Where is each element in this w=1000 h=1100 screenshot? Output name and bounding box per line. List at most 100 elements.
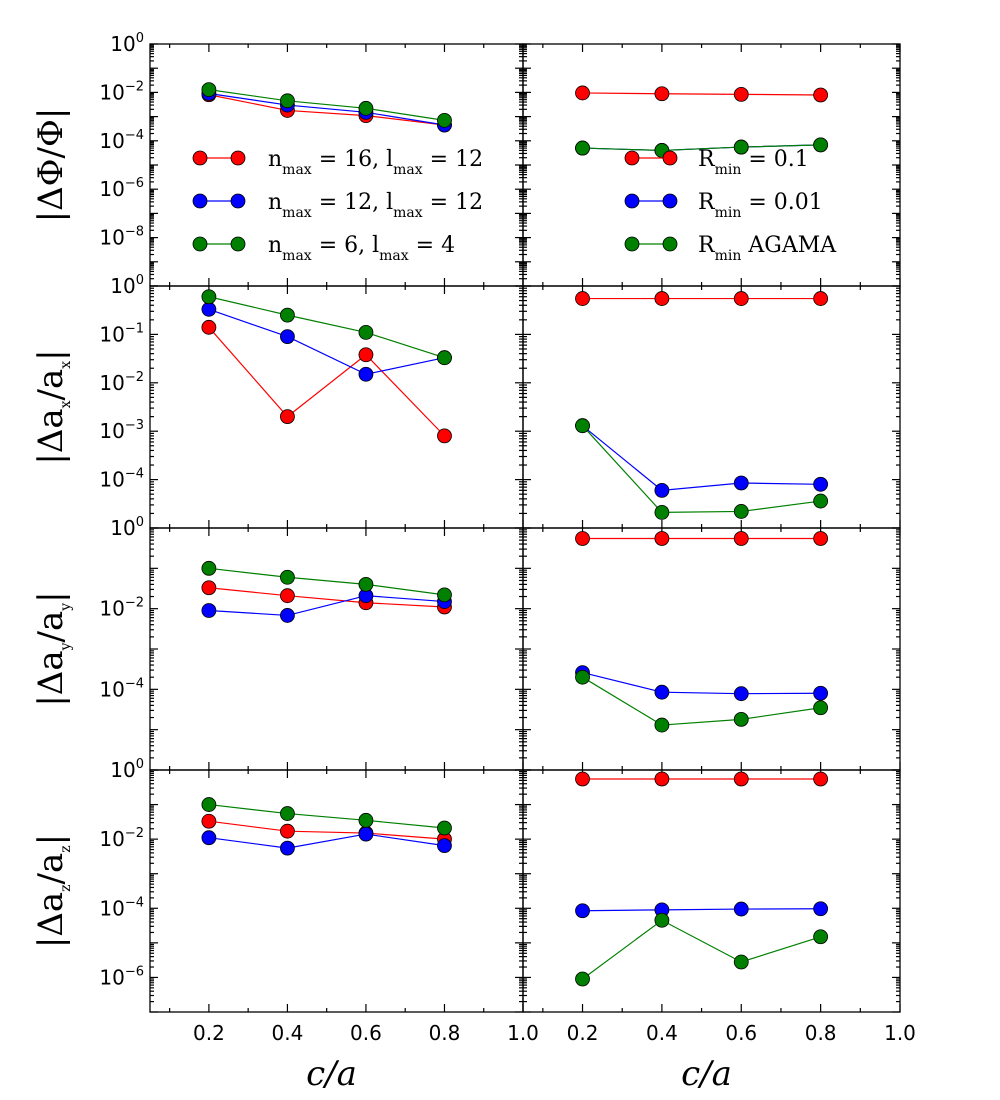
legend-label: Rmin​ = 0.1 bbox=[698, 147, 809, 178]
series-0 bbox=[575, 291, 829, 306]
series-line bbox=[208, 820, 445, 840]
y-tick-label: 10−6 bbox=[99, 176, 144, 201]
series-1 bbox=[201, 588, 452, 623]
data-point bbox=[733, 901, 749, 917]
series-0 bbox=[201, 580, 452, 615]
legend-label: nmax​ = 16, lmax​ = 12 bbox=[268, 147, 483, 178]
data-point bbox=[280, 329, 295, 345]
panel-r3-c0: 100 10−2 10−4 10−6 |Δaz/az| 0.2 0.4 0.6 0.8 1.0 c/… bbox=[31, 757, 539, 1094]
data-point bbox=[813, 700, 829, 716]
data-point bbox=[280, 840, 295, 856]
data-point bbox=[733, 504, 749, 519]
y-tick-label: 100 bbox=[110, 273, 144, 298]
data-point bbox=[358, 576, 374, 592]
x-axis-label: c/a bbox=[681, 1054, 732, 1094]
y-axis-label: |Δax/ax| bbox=[31, 349, 74, 464]
panel-r1-c1 bbox=[522, 285, 901, 529]
series-line bbox=[208, 567, 445, 596]
data-point bbox=[813, 493, 829, 509]
data-point bbox=[358, 812, 374, 828]
y-tick-label: 10−4 bbox=[99, 467, 144, 492]
series-2 bbox=[575, 418, 829, 520]
data-point bbox=[358, 324, 374, 340]
data-point bbox=[813, 476, 829, 492]
data-point bbox=[733, 686, 749, 702]
panel-frame bbox=[522, 527, 901, 771]
data-point bbox=[437, 838, 452, 854]
data-point bbox=[575, 903, 590, 919]
data-point bbox=[733, 954, 749, 970]
data-point bbox=[437, 587, 452, 603]
panel-frame bbox=[522, 769, 901, 1013]
data-point bbox=[813, 137, 829, 153]
data-point bbox=[654, 505, 670, 520]
series-2 bbox=[575, 912, 829, 987]
legend-marker bbox=[192, 236, 208, 252]
data-point bbox=[280, 806, 295, 821]
x-tick-label: 0.4 bbox=[646, 1021, 678, 1045]
legend: Rmin​ = 0.1 Rmin​ = 0.01 Rmin​ AGAMA bbox=[624, 147, 837, 264]
x-tick-label: 1.0 bbox=[507, 1021, 539, 1045]
series-line bbox=[582, 425, 821, 514]
legend-marker bbox=[624, 193, 640, 209]
x-tick-label: 0.6 bbox=[725, 1021, 757, 1045]
y-tick-label: 100 bbox=[110, 31, 144, 56]
series-line bbox=[208, 326, 445, 437]
data-point bbox=[437, 428, 452, 444]
data-point bbox=[733, 771, 749, 787]
y-tick-label: 10−2 bbox=[99, 79, 144, 104]
data-point bbox=[733, 531, 749, 546]
y-tick-label: 10−4 bbox=[99, 895, 144, 920]
series-1 bbox=[575, 901, 829, 919]
y-tick-label: 10−2 bbox=[99, 826, 144, 851]
data-point bbox=[358, 100, 374, 116]
data-point bbox=[280, 409, 295, 425]
data-point bbox=[813, 87, 829, 103]
series-0 bbox=[201, 319, 452, 444]
legend-marker bbox=[192, 150, 208, 166]
data-point bbox=[201, 830, 217, 846]
data-point bbox=[437, 112, 452, 128]
series-line bbox=[208, 296, 445, 359]
panel-r2-c0: 100 10−2 10−4 |Δay/ay| bbox=[31, 515, 524, 771]
legend-label: Rmin​ AGAMA bbox=[698, 233, 837, 264]
panel-r2-c1 bbox=[522, 527, 901, 771]
y-axis-label: |Δay/ay| bbox=[31, 591, 74, 706]
x-tick-label: 0.4 bbox=[272, 1021, 304, 1045]
series-1 bbox=[201, 826, 452, 856]
legend: nmax​ = 16, lmax​ = 12 nmax​ = 12, lmax​ … bbox=[192, 147, 483, 264]
series-line bbox=[582, 919, 821, 980]
series-2 bbox=[575, 137, 829, 158]
legend-marker bbox=[662, 236, 678, 252]
data-point bbox=[654, 291, 670, 306]
y-tick-label: 10−4 bbox=[99, 676, 144, 701]
series-1 bbox=[575, 418, 829, 498]
legend-label: nmax​ = 6, lmax​ = 4 bbox=[268, 233, 455, 264]
data-point bbox=[813, 929, 829, 945]
data-point bbox=[201, 560, 217, 576]
data-point bbox=[280, 588, 295, 604]
data-point bbox=[575, 140, 590, 156]
data-point bbox=[813, 291, 829, 306]
data-point bbox=[280, 307, 295, 323]
data-point bbox=[280, 608, 295, 623]
x-tick-label: 0.8 bbox=[429, 1021, 461, 1045]
legend-marker bbox=[624, 150, 640, 166]
data-point bbox=[654, 912, 670, 928]
data-point bbox=[575, 771, 590, 787]
legend-label: nmax​ = 12, lmax​ = 12 bbox=[268, 190, 483, 221]
series-line bbox=[582, 425, 821, 491]
y-tick-label: 10−2 bbox=[99, 596, 144, 621]
x-tick-label: 0.8 bbox=[805, 1021, 837, 1045]
data-point bbox=[575, 971, 590, 987]
x-tick-label: 0.6 bbox=[350, 1021, 382, 1045]
data-point bbox=[733, 86, 749, 102]
data-point bbox=[575, 85, 590, 101]
series-line bbox=[582, 908, 821, 912]
series-1 bbox=[201, 86, 452, 133]
panel-r0-c0: 100 10−2 10−4 10−6 10−8 |ΔΦ/Φ| nmax​ = 16, lma… bbox=[31, 31, 524, 287]
data-point bbox=[733, 291, 749, 306]
legend-marker bbox=[662, 193, 678, 209]
data-point bbox=[575, 291, 590, 306]
